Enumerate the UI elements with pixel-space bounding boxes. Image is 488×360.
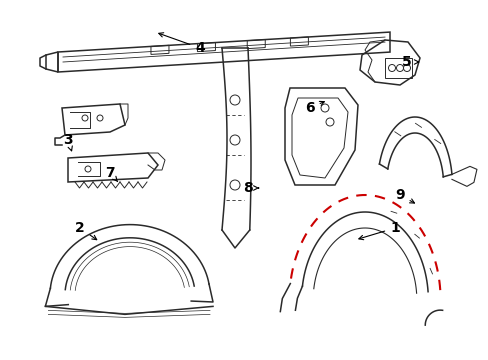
Text: 2: 2	[75, 221, 97, 240]
Text: 6: 6	[305, 101, 324, 115]
Text: 3: 3	[63, 133, 73, 151]
Text: 1: 1	[358, 221, 399, 240]
Text: 5: 5	[401, 55, 418, 69]
Text: 4: 4	[159, 33, 204, 55]
Text: 7: 7	[105, 166, 118, 181]
Text: 8: 8	[243, 181, 258, 195]
Text: 9: 9	[394, 188, 414, 203]
